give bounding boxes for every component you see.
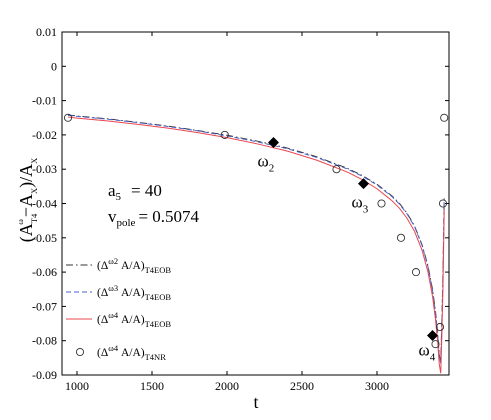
nr-data-point [332,165,341,174]
y-tick-label: -0.05 [32,231,57,245]
y-axis-title: (AT4ω−AX)/AX [15,158,39,243]
omega-marker-label: ω3 [352,193,369,216]
legend-label: (Δω2 A/A)T4EOB [97,256,171,275]
omega-diamond-marker [358,178,369,190]
y-tick-label: -0.08 [32,334,57,348]
svg-text:a5= 40: a5 = 40 [108,181,162,203]
nr-data-point [435,322,445,332]
vpole-annotation: vpole = 0.5074 [108,207,200,229]
axis-ticks: 1000 1500 2000 2500 3000 0.01 0 -0.01 -0.02 -0.03… [32,25,449,393]
y-tick-label: -0.06 [32,265,57,279]
nr-data-point [411,268,421,277]
series-line-3 [67,116,445,374]
legend-label: (Δω4 A/A)T4NR [97,343,166,362]
y-tick-label: -0.07 [32,299,57,313]
nr-data-point [440,113,449,122]
omega-marker-label: ω4 [419,341,436,364]
y-tick-label: -0.09 [32,368,57,382]
a5-annotation: a5 = 40 [108,181,162,203]
x-tick-label: 2500 [290,379,314,393]
x-tick-label: 1000 [65,379,89,393]
legend: (Δω2 A/A)T4EOB (Δω3 A/A)T4EOB (Δω4 A/A)T4E… [66,256,171,362]
nr-data-point [220,130,229,139]
series-line-1 [67,114,445,363]
omega-diamond-marker [427,330,438,342]
x-tick-label: 2000 [215,379,239,393]
x-tick-label: 3000 [365,379,389,393]
series-line-2 [67,114,445,364]
nr-data-point [63,113,73,122]
svg-text:vpole= 0.5074: vpole = 0.5074 [108,207,200,229]
legend-label: (Δω4 A/A)T4EOB [97,310,171,329]
y-tick-label: -0.02 [32,128,57,142]
x-axis-title: t [253,392,258,412]
y-tick-label: 0.01 [36,25,57,39]
legend-entry-4: (Δω4 A/A)T4NR [75,343,166,362]
nr-data-point [396,233,406,242]
y-tick-label: -0.03 [32,162,57,176]
series-layer [63,113,449,374]
nr-data-point [431,340,440,349]
y-tick-label: -0.01 [32,94,57,108]
y-tick-label: -0.04 [32,197,57,211]
legend-entry-3: (Δω4 A/A)T4EOB [66,310,171,329]
omega-marker-label: ω2 [258,151,275,174]
x-tick-label: 1500 [140,379,164,393]
legend-entry-2: (Δω3 A/A)T4EOB [66,283,171,302]
legend-swatch [75,347,85,357]
y-tick-label: 0 [51,59,57,73]
svg-text:(AT4ω−AX)/AX: (AT4ω−AX)/AX [15,158,39,243]
diamond-markers: ω2 ω3 ω4 [258,136,438,364]
nr-data-point [438,199,448,208]
legend-entry-1: (Δω2 A/A)T4EOB [66,256,171,275]
nr-data-point [377,199,386,208]
legend-label: (Δω3 A/A)T4EOB [97,283,171,302]
omega-diamond-marker [268,136,279,148]
